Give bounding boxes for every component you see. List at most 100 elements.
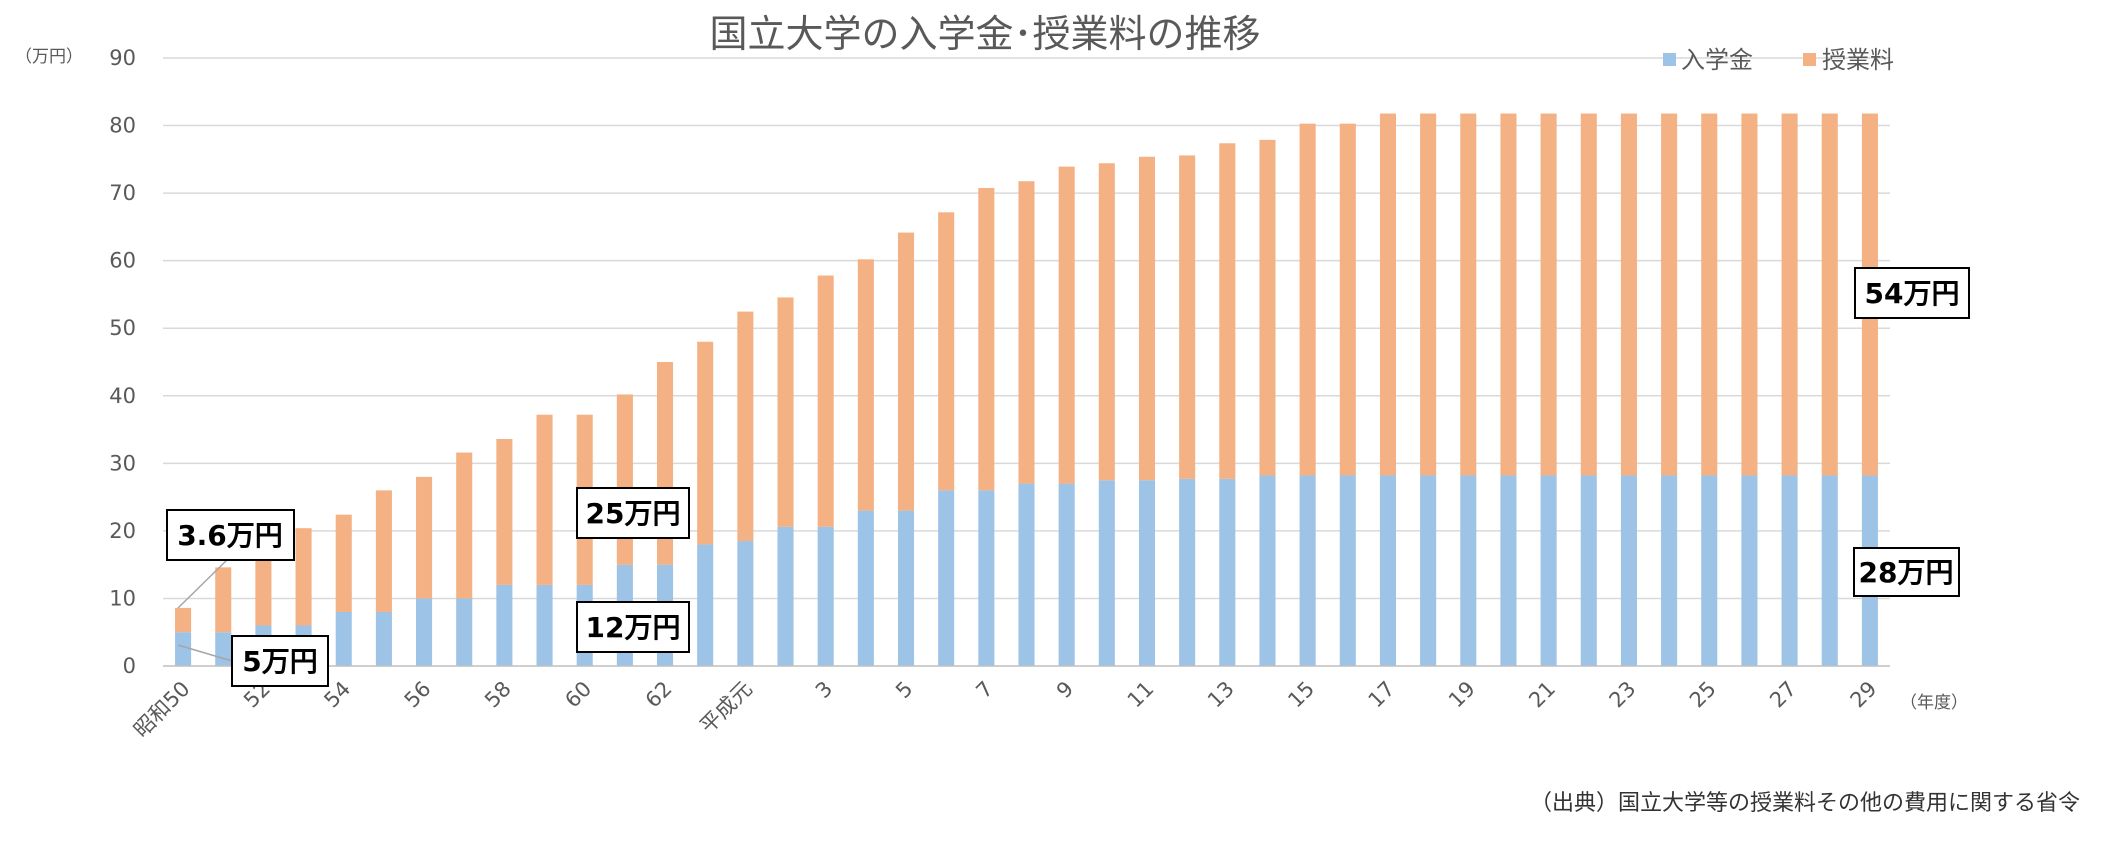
x-tick-label: 19 <box>1444 677 1480 713</box>
x-unit-label: （年度） <box>1900 693 1968 713</box>
bar-entrance <box>496 584 513 666</box>
bar-entrance <box>978 490 995 666</box>
bar-entrance <box>1580 475 1597 666</box>
bar-entrance <box>897 510 915 666</box>
bar-entrance <box>1219 478 1236 666</box>
bar-tuition <box>1620 113 1637 476</box>
bar-tuition <box>817 275 834 527</box>
bar-tuition <box>737 311 754 542</box>
x-tick-label: 17 <box>1364 677 1400 713</box>
source-note: （出典）国立大学等の授業料その他の費用に関する省令 <box>1530 791 2080 816</box>
x-tick-label: 27 <box>1765 677 1801 713</box>
bar-tuition <box>1098 163 1115 481</box>
x-tick-label: 3 <box>811 677 837 703</box>
x-tick-label: 58 <box>480 677 516 713</box>
bar-tuition <box>536 414 553 585</box>
callout-entrance-2017: 28万円 <box>1853 547 1960 597</box>
x-tick-label: 25 <box>1685 677 1721 713</box>
bar-entrance <box>1821 475 1838 666</box>
bar-tuition <box>697 341 714 545</box>
bar-tuition <box>1540 113 1557 476</box>
y-tick-label: 50 <box>109 316 136 340</box>
bar-tuition <box>1339 123 1356 476</box>
y-tick-label: 80 <box>109 114 136 138</box>
callout-tuition-2017: 54万円 <box>1854 267 1970 319</box>
bar-tuition <box>416 476 433 599</box>
x-tick-label: 29 <box>1846 677 1882 713</box>
x-tick-label: 平成元 <box>695 677 757 739</box>
bar-tuition <box>1420 113 1437 476</box>
bar-tuition <box>1259 139 1276 476</box>
bar-tuition <box>175 607 192 633</box>
bar-entrance <box>1179 478 1196 666</box>
bar-tuition <box>897 232 915 511</box>
callout-entrance-1985: 12万円 <box>576 601 690 653</box>
bar-entrance <box>1540 475 1557 666</box>
bar-tuition <box>777 297 794 527</box>
x-tick-label: 5 <box>891 677 917 703</box>
y-tick-label: 0 <box>123 654 136 678</box>
bar-entrance <box>1339 475 1356 666</box>
bar-entrance <box>1741 475 1758 666</box>
bar-tuition <box>1018 181 1035 484</box>
bar-entrance <box>777 526 794 666</box>
callout-label: 54万円 <box>1865 277 1960 310</box>
x-tick-label: 21 <box>1524 677 1560 713</box>
legend-swatch-tuition <box>1803 53 1816 66</box>
bar-entrance <box>1379 475 1396 666</box>
bar-tuition <box>1701 113 1718 476</box>
x-tick-label: 62 <box>641 677 677 713</box>
bar-tuition <box>1299 123 1316 476</box>
bar-tuition <box>938 212 955 491</box>
bar-entrance <box>416 598 433 666</box>
bar-tuition <box>456 452 473 599</box>
callout-tuition-1975: 3.6万円 <box>166 509 295 609</box>
y-tick-label: 10 <box>109 586 136 610</box>
bar-entrance <box>1299 475 1316 666</box>
bar-entrance <box>375 611 392 666</box>
callout-tuition-1985: 25万円 <box>576 487 690 539</box>
y-tick-label: 90 <box>109 46 136 70</box>
x-tick-label: 昭和50 <box>129 677 195 743</box>
legend: 入学金 授業料 <box>1663 46 1894 74</box>
bars <box>175 113 1878 666</box>
y-tick-label: 60 <box>109 249 136 273</box>
bar-tuition <box>1379 113 1396 476</box>
bar-entrance <box>1058 483 1075 666</box>
legend-label-tuition: 授業料 <box>1822 46 1894 74</box>
bar-entrance <box>1420 475 1437 666</box>
callout-label: 5万円 <box>242 645 317 678</box>
bar-tuition <box>1500 113 1517 476</box>
bar-entrance <box>737 541 754 666</box>
bar-tuition <box>1580 113 1597 476</box>
bar-entrance <box>536 584 553 666</box>
bar-tuition <box>616 394 633 565</box>
bar-tuition <box>335 514 352 612</box>
bar-tuition <box>857 259 874 511</box>
bar-tuition <box>1219 143 1236 479</box>
x-tick-label: 11 <box>1123 677 1159 713</box>
bar-tuition <box>1781 113 1798 476</box>
x-tick-label: 9 <box>1052 677 1078 703</box>
x-axis-ticks: 昭和50 52 54 56 58 60 62 平成元 3 5 7 9 11 13 15 17 19 21 23 25 2… <box>129 677 1881 743</box>
bar-tuition <box>215 567 232 633</box>
bar-entrance <box>1661 475 1678 666</box>
bar-tuition <box>1661 113 1678 476</box>
bar-entrance <box>1781 475 1798 666</box>
bar-entrance <box>1098 480 1115 666</box>
bar-entrance <box>175 632 192 666</box>
bar-entrance <box>215 632 232 666</box>
bar-tuition <box>1058 166 1075 484</box>
chart-title: 国立大学の入学金･授業料の推移 <box>709 12 1260 56</box>
bar-tuition <box>1460 113 1477 476</box>
x-tick-label: 56 <box>400 677 436 713</box>
bar-tuition <box>978 187 995 491</box>
bar-tuition <box>1138 156 1156 481</box>
y-axis-ticks: 0 10 20 30 40 50 60 70 80 90 <box>109 46 136 678</box>
y-tick-label: 70 <box>109 181 136 205</box>
bar-entrance <box>938 490 955 666</box>
bar-entrance <box>1620 475 1637 666</box>
bar-entrance <box>1460 475 1477 666</box>
bar-entrance <box>335 611 352 666</box>
